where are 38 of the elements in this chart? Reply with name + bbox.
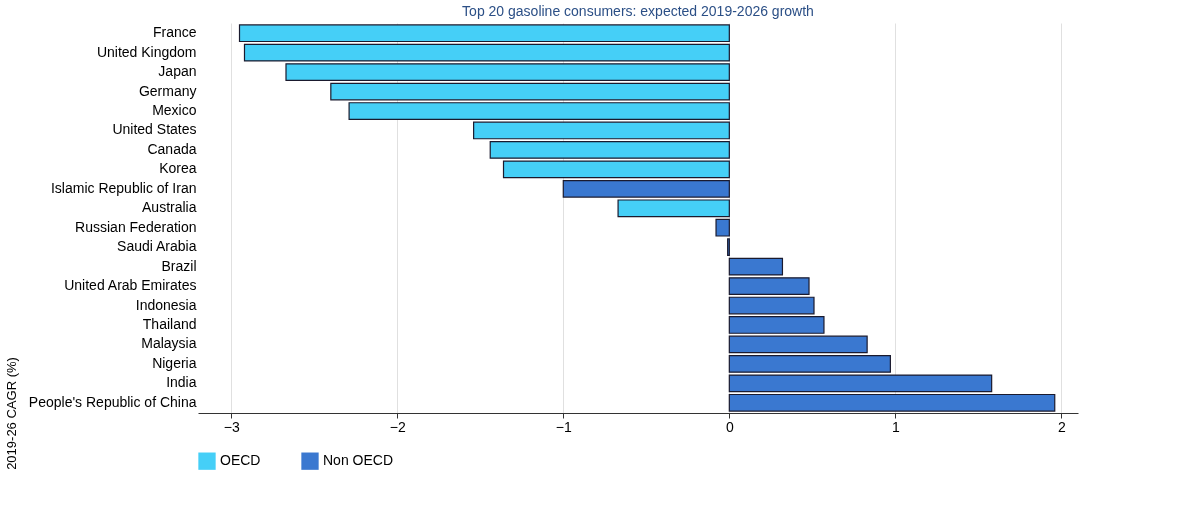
y-axis-title: 2019-26 CAGR (%)	[3, 357, 19, 470]
bar	[473, 121, 730, 140]
y-tick-label: Germany	[138, 82, 197, 99]
y-tick-label: Islamic Republic of Iran	[50, 179, 197, 196]
y-tick-label: Russian Federation	[75, 218, 197, 235]
y-tick-label: Japan	[158, 63, 197, 80]
y-tick-label: India	[166, 374, 197, 391]
y-tick-label: United States	[112, 121, 197, 138]
y-tick-label: Mexico	[152, 102, 197, 119]
bar	[728, 335, 868, 354]
bar	[330, 82, 730, 101]
bar	[728, 296, 815, 315]
y-tick-label: Korea	[159, 160, 197, 177]
y-tick-label: Canada	[147, 140, 197, 157]
y-tick-label: Nigeria	[152, 354, 197, 371]
y-tick-label: United Arab Emirates	[64, 277, 197, 294]
x-tick-label: −1	[555, 418, 572, 435]
legend-label: OECD	[220, 452, 261, 469]
bar	[728, 316, 825, 334]
y-tick-label: United Kingdom	[96, 43, 197, 60]
y-tick-label: France	[152, 24, 197, 41]
x-tick-label: −2	[389, 418, 406, 435]
y-tick-label: Saudi Arabia	[117, 238, 197, 255]
chart-title: Top 20 gasoline consumers: expected 2019-2026 growth	[462, 3, 814, 19]
y-tick-label: Thailand	[142, 315, 197, 332]
x-tick-label: 1	[891, 418, 900, 435]
y-tick-label: Australia	[142, 199, 197, 216]
y-tick-label: People's Republic of China	[28, 393, 197, 410]
y-tick-label: Indonesia	[135, 296, 197, 313]
x-tick-label: 2	[1058, 418, 1066, 435]
y-tick-label: Malaysia	[141, 335, 197, 352]
x-tick-label: 0	[725, 418, 734, 435]
y-tick-label: Brazil	[161, 257, 197, 274]
bar	[348, 102, 730, 120]
x-tick-label: −3	[223, 418, 240, 435]
bar	[238, 24, 730, 43]
bar	[728, 393, 1056, 412]
legend-label: Non OECD	[323, 452, 394, 469]
